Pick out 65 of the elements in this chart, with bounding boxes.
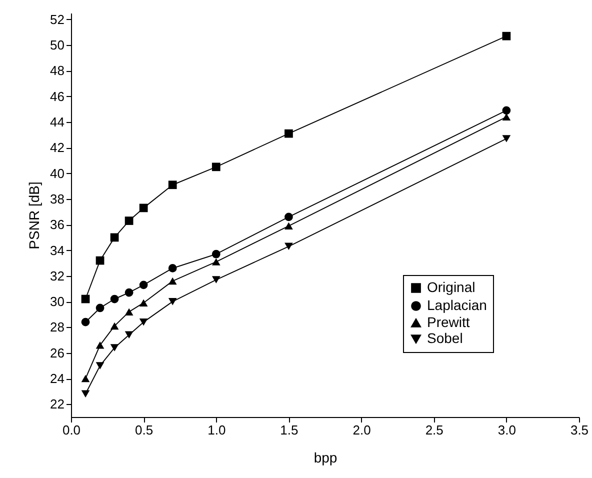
y-tick-label: 26 — [50, 345, 64, 360]
x-tick-label: 3.5 — [570, 422, 589, 438]
point — [81, 294, 90, 304]
legend-label: Sobel — [427, 330, 463, 346]
point — [110, 233, 119, 242]
point — [212, 276, 220, 284]
point — [110, 322, 119, 330]
point — [110, 294, 119, 304]
y-tick-label: 52 — [50, 12, 64, 27]
y-tick-label: 32 — [50, 268, 64, 284]
y-tick-label: 30 — [50, 294, 64, 310]
y-tick-label: 48 — [50, 63, 64, 78]
y-tick-label: 24 — [50, 371, 64, 386]
point — [168, 277, 177, 285]
y-tick-label: 44 — [50, 114, 64, 130]
point — [96, 362, 104, 370]
point — [124, 216, 134, 225]
point — [139, 280, 148, 290]
y-tick-label: 22 — [50, 396, 64, 412]
point — [502, 135, 511, 142]
point — [284, 129, 293, 138]
y-tick-label: 46 — [50, 88, 64, 104]
point — [139, 318, 148, 326]
point — [168, 264, 177, 272]
point — [124, 331, 134, 339]
point — [168, 180, 177, 190]
point — [284, 242, 293, 250]
point — [168, 298, 177, 306]
point — [96, 256, 104, 265]
y-tick-label: 50 — [50, 38, 64, 53]
x-tick-label: 2.5 — [425, 422, 444, 438]
point — [81, 374, 90, 382]
legend-label: Original — [427, 279, 476, 295]
y-tick-label: 36 — [50, 217, 64, 232]
x-tick-label: 0.0 — [62, 422, 81, 438]
point — [124, 288, 134, 297]
legend-label: Prewitt — [427, 314, 470, 330]
point — [96, 304, 104, 312]
point — [502, 106, 511, 115]
legend-label: Laplacian — [427, 297, 487, 313]
point — [502, 32, 511, 40]
y-tick-label: 28 — [50, 320, 64, 335]
point — [96, 342, 104, 349]
point — [81, 390, 90, 398]
point — [284, 212, 293, 222]
x-tick-label: 0.5 — [135, 422, 154, 438]
y-tick-label: 34 — [50, 242, 64, 258]
point — [212, 258, 220, 266]
y-tick-label: 38 — [50, 191, 64, 206]
point — [81, 318, 90, 326]
point — [284, 222, 293, 230]
y-axis-title: PSNR [dB] — [26, 182, 42, 250]
x-tick-label: 1.5 — [280, 422, 298, 438]
point — [212, 250, 220, 258]
point — [139, 204, 148, 212]
point — [110, 344, 119, 352]
point — [139, 299, 148, 306]
x-tick-label: 1.0 — [208, 422, 226, 438]
y-tick-label: 40 — [50, 166, 64, 181]
point — [124, 308, 134, 316]
x-tick-label: 3.0 — [498, 422, 516, 438]
x-axis-title: bpp — [314, 450, 338, 466]
x-tick-label: 2.0 — [352, 422, 371, 438]
y-tick-label: 42 — [50, 140, 64, 156]
point — [212, 162, 220, 172]
